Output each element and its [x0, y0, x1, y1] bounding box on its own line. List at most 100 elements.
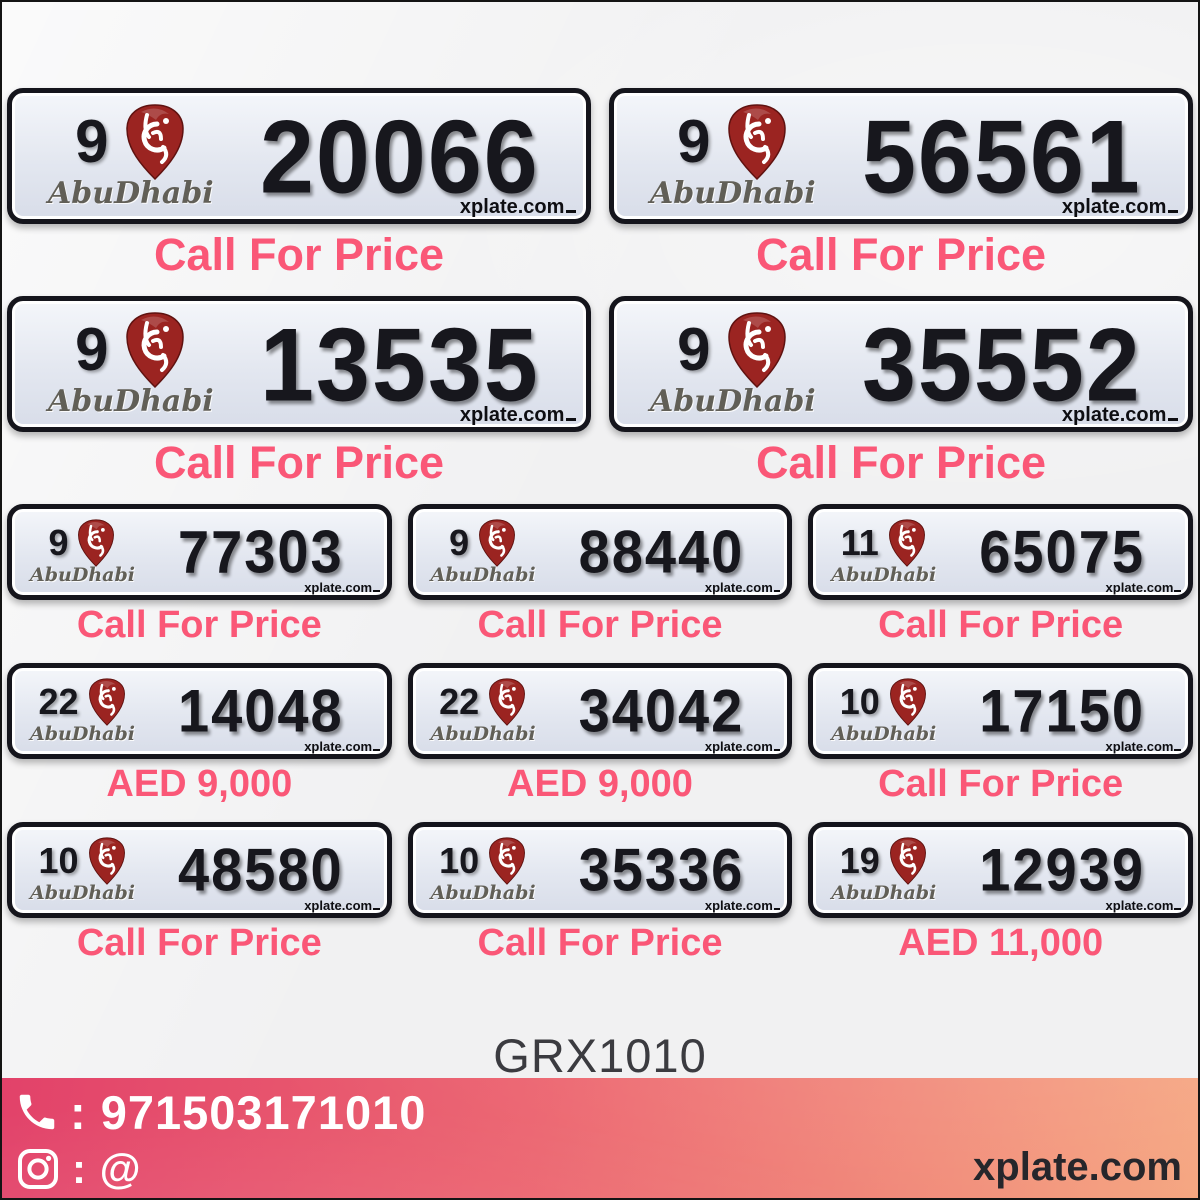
plate-listing: 10 — [7, 822, 392, 962]
plate-listing: 9 — [609, 88, 1193, 277]
plate-number: 48580 — [177, 835, 344, 904]
plate-row: 9 — [7, 88, 1193, 277]
plate-category-number: 9 — [449, 522, 470, 563]
price-label: Call For Price — [755, 229, 1047, 280]
emirate-script: AbuDhabi — [430, 564, 536, 586]
plate-category-number: 9 — [75, 107, 109, 175]
plate-left-block: 9 — [12, 310, 214, 419]
plate-left-block: 9 — [12, 102, 214, 211]
abu-dhabi-logo-icon — [487, 836, 527, 886]
emirate-script: AbuDhabi — [430, 882, 536, 904]
abu-dhabi-logo-icon — [123, 102, 187, 182]
price-label: Call For Price — [477, 922, 723, 964]
plate-number: 14048 — [177, 676, 344, 745]
plate-category-row: 9 — [449, 518, 517, 568]
listing-code: GRX1010 — [493, 1029, 707, 1082]
abu-dhabi-logo-icon — [87, 836, 127, 886]
abu-dhabi-logo-icon — [487, 677, 527, 727]
plate-watermark: xplate.com — [1106, 740, 1181, 753]
instagram-icon — [14, 1145, 62, 1193]
phone-number: : 971503171010 — [70, 1085, 427, 1139]
plate-category-row: 10 — [439, 836, 527, 886]
abu-dhabi-logo-icon — [887, 518, 927, 568]
plate-left-block: 10 — [813, 677, 936, 745]
plate-row: 9 — [7, 296, 1193, 485]
emirate-script: AbuDhabi — [48, 383, 214, 419]
phone-contact-row: : 971503171010 — [14, 1084, 1198, 1140]
plate-watermark: xplate.com — [705, 581, 780, 594]
plate-category-row: 9 — [48, 518, 116, 568]
price-label: Call For Price — [477, 604, 723, 646]
plate-listing: 11 — [808, 504, 1193, 644]
license-plate: 22 — [407, 663, 793, 759]
plate-category-number: 10 — [38, 840, 79, 881]
price-label: Call For Price — [153, 229, 445, 280]
license-plate: 9 — [609, 296, 1193, 432]
plate-number: 77303 — [177, 517, 344, 586]
plate-left-block: 10 — [12, 836, 135, 904]
price-label: Call For Price — [878, 604, 1124, 646]
plate-watermark: xplate.com — [1106, 899, 1181, 912]
plate-left-block: 9 — [614, 102, 816, 211]
plate-listing: 22 — [7, 663, 392, 803]
license-plate: 9 — [7, 88, 591, 224]
plate-number: 35552 — [861, 305, 1142, 423]
plate-watermark: xplate.com — [1106, 581, 1181, 594]
plate-listing: 22 — [407, 663, 793, 805]
license-plate: 22 — [7, 663, 392, 759]
emirate-script: AbuDhabi — [30, 882, 135, 904]
plate-category-number: 22 — [439, 681, 480, 722]
license-plate: 11 — [808, 504, 1193, 600]
plate-category-row: 19 — [840, 836, 928, 886]
license-plate: 10 — [808, 663, 1193, 759]
license-plate: 9 — [609, 88, 1193, 224]
plate-category-number: 19 — [839, 840, 880, 881]
price-label: Call For Price — [878, 763, 1124, 805]
abu-dhabi-logo-icon — [725, 310, 789, 390]
plate-category-number: 9 — [677, 107, 711, 175]
emirate-script: AbuDhabi — [831, 564, 937, 586]
license-plate: 10 — [407, 822, 793, 918]
plate-category-row: 11 — [841, 518, 927, 568]
emirate-script: AbuDhabi — [30, 723, 135, 745]
plate-watermark: xplate.com — [1062, 197, 1178, 217]
plate-watermark: xplate.com — [304, 899, 379, 912]
price-label: Call For Price — [755, 437, 1047, 488]
plate-watermark: xplate.com — [460, 197, 576, 217]
plate-left-block: 9 — [614, 310, 816, 419]
emirate-script: AbuDhabi — [650, 383, 816, 419]
plates-grid: 9 — [2, 2, 1198, 962]
plate-listing: 10 — [808, 663, 1193, 803]
plate-number: 56561 — [861, 97, 1142, 215]
plate-watermark: xplate.com — [705, 740, 780, 753]
site-name: xplate.com — [973, 1145, 1182, 1189]
plate-left-block: 10 — [413, 836, 536, 904]
plate-category-row: 9 — [677, 102, 788, 182]
plate-listing: 9 — [7, 296, 591, 485]
abu-dhabi-logo-icon — [87, 677, 127, 727]
plate-number: 13535 — [259, 305, 540, 423]
plate-category-row: 9 — [75, 310, 186, 390]
price-label: AED 9,000 — [106, 763, 293, 805]
license-plate: 9 — [7, 504, 392, 600]
plate-row: 22 — [7, 663, 1193, 803]
plate-row: 9 — [7, 504, 1193, 644]
plate-watermark: xplate.com — [304, 740, 379, 753]
plate-listing: 10 — [407, 822, 793, 964]
emirate-script: AbuDhabi — [30, 564, 135, 586]
abu-dhabi-logo-icon — [477, 518, 517, 568]
plate-category-number: 10 — [839, 681, 880, 722]
price-label: AED 9,000 — [507, 763, 693, 805]
plate-listing: 9 — [609, 296, 1193, 485]
emirate-script: AbuDhabi — [430, 723, 536, 745]
plate-category-row: 9 — [677, 310, 788, 390]
license-plate: 9 — [407, 504, 793, 600]
emirate-script: AbuDhabi — [48, 175, 214, 211]
plate-listing: 19 — [808, 822, 1193, 962]
plate-watermark: xplate.com — [304, 581, 379, 594]
plate-category-number: 9 — [48, 522, 69, 563]
license-plate: 19 — [808, 822, 1193, 918]
phone-icon — [14, 1089, 60, 1135]
plate-left-block: 9 — [12, 518, 135, 586]
